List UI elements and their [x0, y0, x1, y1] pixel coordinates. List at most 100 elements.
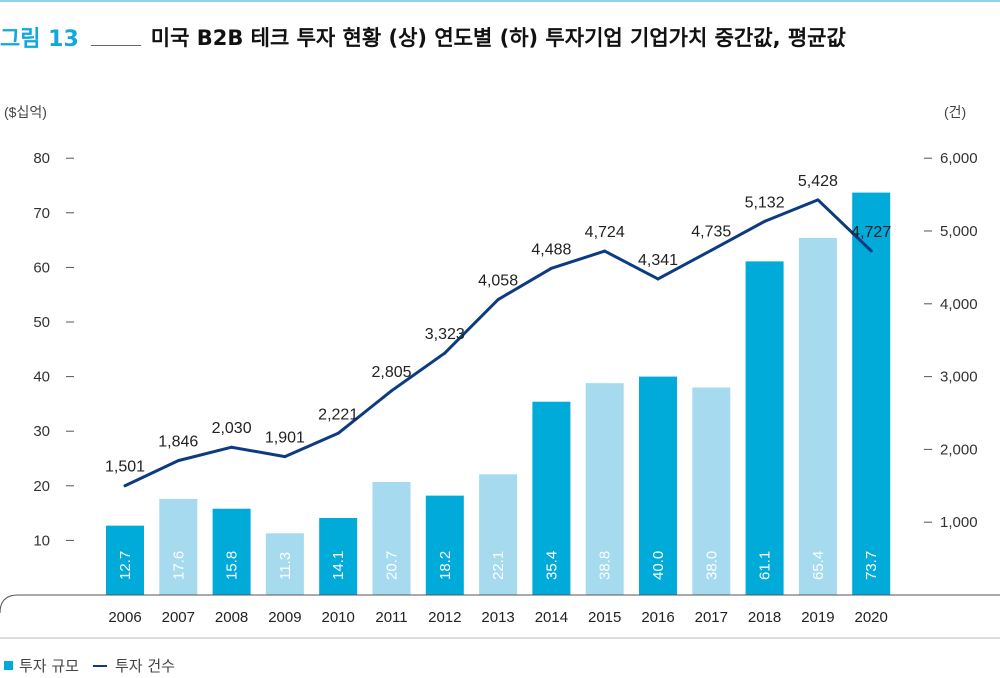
bar-value-label: 65.4: [810, 551, 827, 580]
figure-label: 그림 13: [0, 27, 79, 52]
deal-count-point: [869, 249, 873, 253]
right-axis-tick-label: 4,000: [940, 296, 978, 313]
deal-count-point: [656, 277, 660, 281]
bar-2015: [585, 383, 624, 595]
right-axis-tick-label: 3,000: [940, 369, 978, 386]
deal-count-point: [443, 351, 447, 355]
left-axis-tick-label: 80: [33, 150, 50, 167]
figure-title-text: 미국 B2B 테크 투자 현황 (상) 연도별 (하) 투자기업 기업가치 중간…: [150, 26, 846, 50]
left-axis-unit-label: ($십억): [4, 104, 47, 120]
deal-count-point: [763, 219, 767, 223]
bar-2012: [425, 495, 464, 595]
deal-count-label: 1,901: [265, 430, 305, 447]
bar-value-label: 35.4: [543, 551, 560, 580]
left-axis-tick-label: 60: [33, 259, 50, 276]
bar-value-label: 20.7: [384, 551, 401, 580]
bar-2006: [106, 525, 144, 595]
deal-count-label: 3,323: [425, 326, 465, 343]
bar-value-label: 17.6: [170, 551, 187, 580]
legend-item-investment-size: 투자 규모: [4, 655, 79, 676]
bar-value-label: 73.7: [863, 551, 880, 580]
figure-title: 그림 13 미국 B2B 테크 투자 현황 (상) 연도별 (하) 투자기업 기…: [0, 22, 846, 52]
x-axis-tick-label: 2006: [108, 609, 141, 626]
legend-bar-swatch-icon: [4, 661, 13, 670]
deal-count-point: [603, 249, 607, 253]
x-axis-tick-label: 2011: [375, 609, 407, 626]
bar-2013: [479, 474, 518, 595]
chart-legend: 투자 규모 투자 건수: [4, 655, 189, 676]
x-axis-tick-label: 2009: [268, 609, 301, 626]
bar-2018: [745, 261, 784, 595]
deal-count-label: 4,724: [585, 224, 625, 241]
left-axis-tick-label: 20: [33, 478, 50, 495]
x-axis-tick-label: 2019: [801, 609, 834, 626]
deal-count-label: 2,805: [371, 364, 411, 381]
deal-count-point: [390, 389, 393, 393]
deal-count-label: 4,488: [531, 241, 571, 258]
x-axis-tick-label: 2013: [481, 609, 514, 626]
deal-count-label: 4,735: [691, 223, 731, 240]
bar-2008: [212, 508, 251, 595]
left-axis-tick-label: 50: [33, 314, 50, 331]
bar-value-label: 12.7: [117, 551, 134, 580]
bar-2016: [639, 376, 677, 595]
deal-count-point: [496, 298, 500, 302]
x-axis-tick-label: 2016: [641, 609, 674, 626]
deal-count-point: [816, 198, 820, 202]
x-axis-tick-label: 2014: [535, 609, 568, 626]
deal-count-point: [709, 248, 713, 252]
x-axis-tick-label: 2008: [215, 609, 248, 626]
bar-value-label: 61.1: [757, 551, 774, 580]
bar-2014: [532, 401, 571, 595]
bar-2017: [692, 387, 731, 595]
x-axis-tick-label: 2010: [322, 609, 355, 626]
right-axis-tick-label: 1,000: [940, 514, 978, 531]
bar-2007: [159, 498, 198, 595]
left-axis-tick-label: 40: [33, 369, 50, 386]
bar-2019: [798, 237, 837, 595]
legend-item-deal-count: 투자 건수: [92, 655, 175, 676]
legend-line-swatch-icon: [92, 664, 107, 667]
bar-value-label: 40.0: [650, 551, 667, 580]
bar-value-label: 22.1: [490, 551, 507, 580]
right-axis-tick-label: 6,000: [940, 150, 978, 167]
x-axis-tick-label: 2018: [748, 609, 781, 626]
chart-baseline: [0, 594, 1000, 614]
deal-count-label: 2,030: [212, 420, 252, 437]
bar-value-label: 18.2: [437, 551, 454, 580]
top-rule: [0, 0, 1000, 2]
deal-count-point: [283, 455, 287, 459]
bar-2009: [265, 533, 304, 595]
deal-count-label: 1,846: [158, 434, 198, 451]
x-axis-tick-label: 2007: [162, 609, 195, 626]
deal-count-point: [230, 445, 234, 449]
legend-label-investment-size: 투자 규모: [19, 657, 79, 675]
x-axis-tick-label: 2015: [588, 609, 621, 626]
deal-count-label: 5,132: [745, 194, 785, 211]
bar-value-label: 38.0: [703, 551, 720, 580]
bar-value-label: 15.8: [224, 551, 241, 580]
right-axis-tick-label: 2,000: [940, 441, 978, 458]
deal-count-label: 4,058: [478, 273, 518, 290]
deal-count-label: 4,341: [638, 252, 678, 269]
bar-value-label: 14.1: [330, 551, 347, 580]
x-axis-tick-label: 2017: [695, 609, 728, 626]
deal-count-label: 2,221: [318, 406, 358, 423]
right-axis-tick-label: 5,000: [940, 223, 978, 240]
deal-count-label: 1,501: [105, 459, 145, 476]
left-axis-tick-label: 30: [33, 423, 50, 440]
deal-count-point: [123, 484, 127, 488]
deal-count-label: 5,428: [798, 173, 838, 190]
bar-2010: [319, 518, 358, 595]
bar-2011: [372, 481, 411, 595]
left-axis-tick-label: 10: [33, 532, 50, 549]
deal-count-point: [176, 459, 180, 463]
x-axis-tick-label: 2020: [855, 609, 888, 626]
left-axis-tick-label: 70: [33, 205, 50, 222]
legend-label-deal-count: 투자 건수: [114, 657, 175, 675]
bar-value-label: 38.8: [597, 551, 614, 580]
deal-count-point: [336, 431, 340, 435]
title-separator-line: [90, 44, 141, 46]
deal-count-label: 4,727: [851, 224, 891, 241]
